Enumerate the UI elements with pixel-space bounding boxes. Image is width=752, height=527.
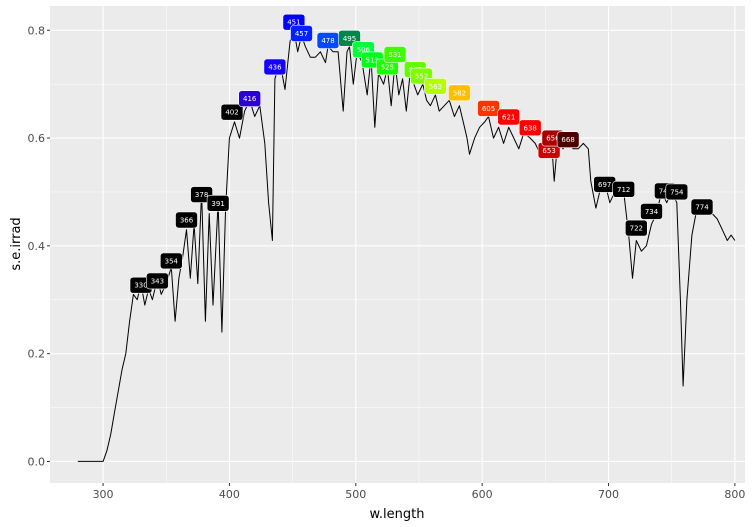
x-tick-label: 500: [345, 488, 366, 501]
peak-label-box: [424, 78, 447, 95]
peak-label-text: 378: [195, 191, 208, 199]
y-tick-label: 0.2: [28, 348, 46, 361]
x-axis-title: w.length: [369, 507, 424, 522]
peak-label: 366: [175, 211, 198, 229]
peak-label-text: 621: [502, 114, 515, 122]
peak-label-text: 563: [429, 83, 442, 91]
plot-panel: [50, 6, 745, 483]
y-tick-label: 0.4: [28, 240, 46, 253]
peak-label: 734: [640, 203, 663, 220]
x-axis-ticks: 300 400 500 600 700 800: [93, 483, 745, 501]
peak-label-text: 754: [670, 188, 684, 196]
peak-label: 343: [146, 272, 169, 290]
peak-label-text: 668: [561, 136, 574, 144]
peak-label-box: [612, 181, 636, 198]
peak-label-box: [518, 119, 542, 137]
y-axis-title: s.e.irrad: [9, 217, 24, 270]
peak-label-text: 552: [415, 73, 428, 81]
peak-label-box: [206, 195, 230, 212]
x-tick-label: 300: [93, 488, 114, 501]
peak-label-text: 656: [546, 135, 560, 143]
peak-label-text: 402: [225, 109, 238, 117]
peak-label-text: 416: [243, 95, 257, 103]
peak-label: 391: [206, 195, 230, 212]
peak-label-text: 734: [645, 208, 659, 216]
peak-label-text: 582: [453, 89, 466, 97]
peak-label-text: 330: [134, 282, 147, 290]
peak-label-box: [690, 198, 714, 216]
peak-label-text: 513: [366, 56, 379, 64]
major-gridlines: [50, 6, 745, 483]
peak-label: 712: [612, 181, 636, 198]
peak-label-text: 531: [388, 51, 401, 59]
peak-label: 416: [238, 90, 261, 107]
peak-label: 436: [263, 58, 287, 76]
peak-label: 478: [316, 32, 340, 49]
peak-label-text: 525: [381, 63, 394, 71]
peak-label-text: 653: [542, 147, 555, 155]
peak-label-box: [263, 58, 287, 76]
peak-label-text: 354: [165, 257, 179, 265]
y-tick-label: 0.0: [28, 455, 46, 468]
y-tick-label: 0.6: [28, 132, 46, 145]
peak-label: 668: [556, 131, 580, 148]
x-tick-label: 600: [472, 488, 493, 501]
peak-label-box: [220, 103, 244, 121]
peak-label-text: 605: [482, 105, 495, 113]
y-tick-label: 0.8: [28, 24, 46, 37]
peak-label-text: 745: [659, 187, 672, 195]
peak-label: 722: [624, 219, 648, 237]
peak-label: 754: [665, 183, 689, 201]
peak-label-text: 722: [630, 225, 643, 233]
peak-label-box: [556, 131, 580, 148]
peak-label-text: 638: [524, 124, 537, 132]
peak-label-box: [175, 211, 198, 229]
peak-label: 563: [424, 78, 447, 95]
peak-label: 457: [290, 25, 313, 42]
peak-label: 774: [690, 198, 714, 216]
peak-label: 621: [497, 108, 521, 126]
peak-label: 525: [376, 58, 399, 76]
peak-label-text: 712: [617, 186, 630, 194]
peak-label: 605: [477, 100, 500, 117]
peak-label-box: [624, 219, 648, 237]
peak-label-text: 774: [695, 204, 709, 212]
x-tick-label: 400: [219, 488, 240, 501]
x-tick-label: 800: [724, 488, 745, 501]
peak-label-box: [383, 46, 407, 63]
peak-label-box: [497, 108, 521, 126]
peak-label-box: [448, 84, 471, 102]
peak-label-text: 366: [180, 217, 194, 225]
peak-label-box: [290, 25, 313, 42]
peak-label-box: [146, 272, 169, 290]
peak-label-text: 343: [151, 277, 164, 285]
peak-label-text: 436: [268, 63, 282, 71]
peak-label-text: 506: [357, 46, 371, 54]
peak-label-text: 391: [211, 200, 224, 208]
peak-label-text: 495: [343, 35, 356, 43]
peak-label-box: [665, 183, 689, 201]
peak-label: 402: [220, 103, 244, 121]
peak-label: 638: [518, 119, 542, 137]
peak-label: 582: [448, 84, 471, 102]
peak-label-text: 457: [295, 30, 308, 38]
peak-label-box: [477, 100, 500, 117]
peak-label-box: [640, 203, 663, 220]
peak-label-box: [160, 252, 183, 270]
peak-label: 354: [160, 252, 183, 270]
peak-label: 531: [383, 46, 407, 63]
peak-label-box: [238, 90, 261, 107]
x-tick-label: 700: [598, 488, 619, 501]
peak-label-text: 478: [321, 37, 334, 45]
peak-label-text: 451: [287, 19, 300, 27]
y-axis-ticks: 0.0 0.2 0.4 0.6 0.8: [28, 24, 50, 468]
peak-label-text: 697: [598, 181, 611, 189]
